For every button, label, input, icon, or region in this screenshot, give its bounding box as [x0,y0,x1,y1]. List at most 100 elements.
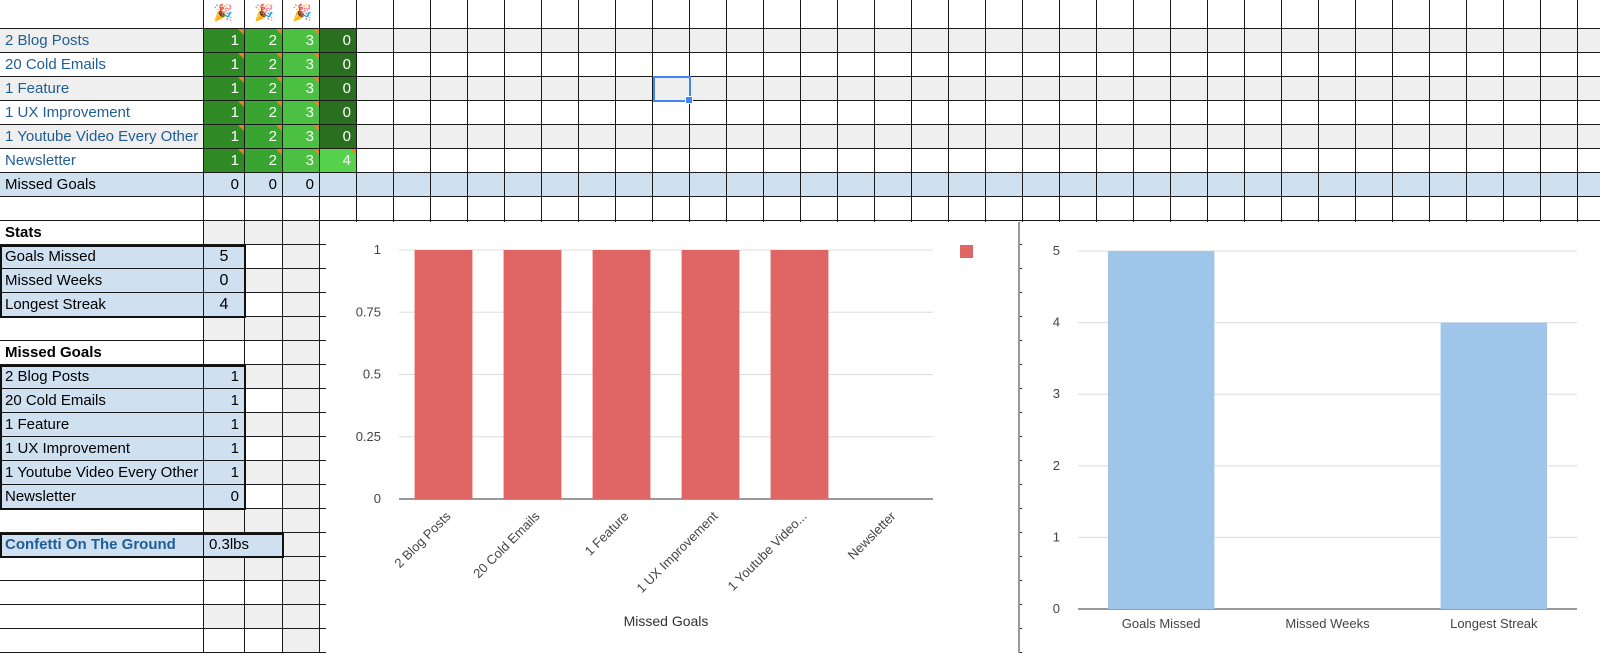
grid-cell[interactable] [1430,0,1467,29]
grid-cell[interactable] [616,101,653,125]
week-value[interactable]: 2 [245,125,283,149]
grid-cell[interactable] [1245,125,1282,149]
grid-cell[interactable] [764,197,801,221]
grid-cell[interactable] [431,0,468,29]
week-value[interactable]: 1 [204,101,245,125]
grid-cell[interactable] [1023,29,1060,53]
grid-cell[interactable] [801,101,838,125]
grid-cell[interactable] [245,221,283,245]
grid-cell[interactable] [245,509,283,533]
grid-cell[interactable] [690,0,727,29]
grid-cell[interactable] [1282,101,1319,125]
grid-cell[interactable] [1171,101,1208,125]
grid-cell[interactable] [357,125,394,149]
grid-cell[interactable] [912,53,949,77]
grid-cell[interactable] [1208,0,1245,29]
grid-cell[interactable] [912,173,949,197]
grid-cell[interactable] [1282,197,1319,221]
grid-cell[interactable] [986,29,1023,53]
grid-cell[interactable] [1504,149,1541,173]
grid-cell[interactable] [245,605,283,629]
grid-cell[interactable] [838,197,875,221]
missed-goal-label[interactable]: Newsletter [0,485,204,509]
grid-cell[interactable] [875,0,912,29]
grid-cell[interactable] [542,29,579,53]
grid-cell[interactable] [204,581,245,605]
grid-cell[interactable] [1208,29,1245,53]
grid-cell[interactable] [468,77,505,101]
grid-cell[interactable] [1097,149,1134,173]
grid-cell[interactable] [468,29,505,53]
grid-cell[interactable] [838,29,875,53]
grid-cell[interactable] [875,173,912,197]
grid-cell[interactable] [245,293,283,317]
grid-cell[interactable] [764,101,801,125]
grid-cell[interactable] [1023,173,1060,197]
stats-value[interactable]: 4 [204,293,245,317]
grid-cell[interactable] [1134,149,1171,173]
grid-cell[interactable] [1097,77,1134,101]
grid-cell[interactable] [986,53,1023,77]
grid-cell[interactable] [579,101,616,125]
grid-cell[interactable] [616,149,653,173]
grid-cell[interactable] [1578,53,1600,77]
grid-cell[interactable] [431,53,468,77]
grid-cell[interactable] [283,0,320,29]
grid-cell[interactable] [653,125,690,149]
grid-cell[interactable] [986,0,1023,29]
missed-goals-label[interactable]: Missed Goals [0,173,204,197]
grid-cell[interactable] [1245,0,1282,29]
grid-cell[interactable] [1541,197,1578,221]
grid-cell[interactable] [1245,101,1282,125]
grid-cell[interactable] [1319,0,1356,29]
grid-cell[interactable] [653,101,690,125]
grid-cell[interactable] [1393,197,1430,221]
grid-cell[interactable] [0,581,204,605]
grid-cell[interactable] [727,77,764,101]
grid-cell[interactable] [283,533,320,557]
grid-cell[interactable] [727,101,764,125]
grid-cell[interactable] [357,29,394,53]
grid-cell[interactable] [1541,173,1578,197]
grid-cell[interactable] [1504,125,1541,149]
grid-cell[interactable] [1393,77,1430,101]
grid-cell[interactable] [579,0,616,29]
missed-goal-label[interactable]: 2 Blog Posts [0,365,204,389]
grid-cell[interactable] [204,509,245,533]
grid-cell[interactable] [1356,77,1393,101]
grid-cell[interactable] [357,53,394,77]
grid-cell[interactable] [283,581,320,605]
grid-cell[interactable] [0,317,204,341]
grid-cell[interactable] [1097,173,1134,197]
grid-cell[interactable] [468,0,505,29]
grid-cell[interactable] [283,341,320,365]
grid-cell[interactable] [949,0,986,29]
grid-cell[interactable] [1060,149,1097,173]
grid-cell[interactable] [1430,77,1467,101]
grid-cell[interactable] [949,173,986,197]
grid-cell[interactable] [653,173,690,197]
week-value[interactable]: 0 [320,77,357,101]
week-value[interactable]: 0 [320,29,357,53]
grid-cell[interactable] [1134,101,1171,125]
grid-cell[interactable] [505,173,542,197]
grid-cell[interactable] [283,629,320,653]
grid-cell[interactable] [1319,29,1356,53]
grid-cell[interactable] [1393,101,1430,125]
grid-cell[interactable] [1060,125,1097,149]
grid-cell[interactable] [245,269,283,293]
stats-label[interactable]: Longest Streak [0,293,204,317]
missed-goal-label[interactable]: 1 Youtube Video Every Other [0,461,204,485]
grid-cell[interactable] [1282,53,1319,77]
week-value[interactable]: 2 [245,29,283,53]
missed-goal-value[interactable]: 1 [204,413,245,437]
grid-cell[interactable] [542,173,579,197]
grid-cell[interactable] [801,29,838,53]
grid-cell[interactable] [283,221,320,245]
grid-cell[interactable] [1504,197,1541,221]
grid-cell[interactable] [949,197,986,221]
missed-goal-value[interactable]: 1 [204,437,245,461]
grid-cell[interactable] [801,149,838,173]
grid-cell[interactable] [431,101,468,125]
